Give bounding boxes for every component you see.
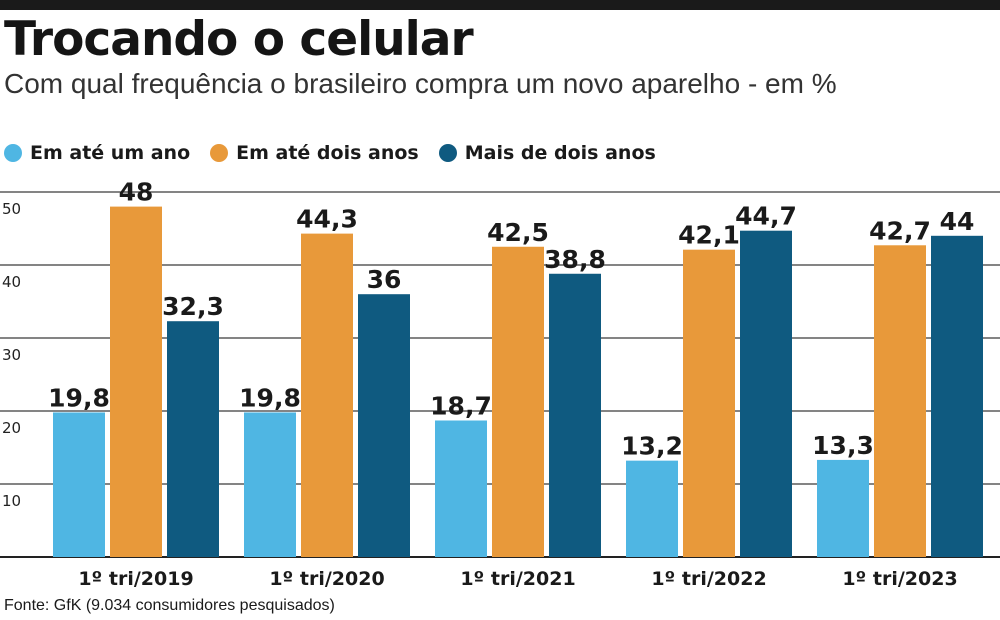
data-label: 13,2 — [621, 432, 683, 461]
bar — [740, 230, 792, 557]
data-label: 42,5 — [487, 218, 549, 247]
bar — [626, 460, 678, 557]
data-label: 44,3 — [296, 205, 358, 234]
data-label: 42,7 — [869, 216, 931, 245]
y-tick-label: 40 — [2, 273, 21, 291]
data-label: 44,7 — [735, 202, 797, 231]
legend: Em até um ano Em até dois anos Mais de d… — [4, 140, 676, 166]
bar — [53, 412, 105, 557]
y-tick-label: 10 — [2, 492, 21, 510]
x-tick-label: 1º tri/2021 — [460, 568, 575, 590]
legend-item-em-ate-dois-anos: Em até dois anos — [210, 142, 419, 164]
y-tick-label: 50 — [2, 200, 21, 218]
data-label: 44 — [940, 207, 975, 236]
legend-label-em-ate-dois-anos: Em até dois anos — [236, 142, 419, 164]
source-note: Fonte: GfK (9.034 consumidores pesquisad… — [4, 597, 335, 614]
data-label: 42,1 — [678, 221, 740, 250]
legend-swatch-mais-de-dois-anos — [438, 144, 457, 162]
bar — [874, 245, 926, 557]
legend-swatch-em-ate-um-ano — [4, 144, 22, 162]
bar-chart: 10 20 30 40 50 19,8 48 32,3 1º tri/2019 19,8 44,3 3… — [0, 178, 1000, 590]
legend-swatch-em-ate-dois-anos — [210, 144, 229, 162]
legend-item-em-ate-um-ano: Em até um ano — [4, 142, 190, 164]
bar — [549, 273, 601, 557]
x-tick-label: 1º tri/2022 — [651, 568, 766, 590]
chart-subtitle: Com qual frequência o brasileiro compra … — [4, 68, 837, 99]
x-tick-label: 1º tri/2019 — [78, 568, 193, 590]
bar — [110, 206, 162, 557]
bar — [492, 246, 544, 557]
bar — [244, 412, 296, 557]
legend-label-em-ate-um-ano: Em até um ano — [30, 142, 191, 164]
data-label: 36 — [367, 265, 402, 294]
bar — [167, 321, 219, 557]
x-tick-label: 1º tri/2020 — [269, 568, 384, 590]
data-label: 19,8 — [239, 383, 301, 412]
bar — [358, 294, 410, 557]
bar — [817, 459, 869, 557]
data-label: 32,3 — [162, 292, 224, 321]
x-tick-label: 1º tri/2023 — [842, 568, 957, 590]
bar — [301, 233, 353, 558]
top-rule — [0, 0, 1000, 10]
bar — [683, 249, 735, 558]
data-label: 38,8 — [544, 245, 606, 274]
data-label: 19,8 — [48, 383, 110, 412]
bar — [931, 235, 983, 558]
chart-title: Trocando o celular — [4, 12, 474, 67]
data-label: 13,3 — [812, 431, 874, 460]
legend-item-mais-de-dois-anos: Mais de dois anos — [438, 142, 656, 164]
data-label: 48 — [119, 178, 154, 207]
y-tick-label: 20 — [2, 419, 21, 437]
legend-label-mais-de-dois-anos: Mais de dois anos — [464, 142, 656, 164]
data-label: 18,7 — [430, 391, 492, 420]
y-tick-label: 30 — [2, 346, 21, 364]
bar — [435, 420, 487, 557]
